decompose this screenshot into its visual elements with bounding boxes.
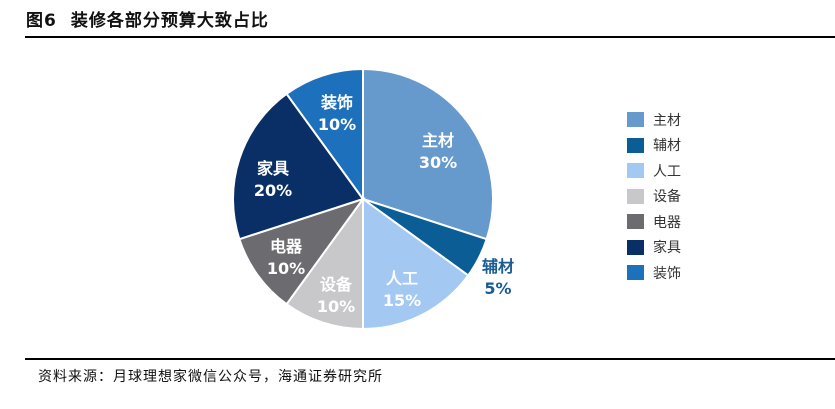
- slice-pct: 15%: [382, 291, 422, 310]
- slice-pct: 10%: [317, 115, 357, 134]
- slice-pct: 5%: [484, 279, 512, 298]
- legend-item: 人工: [627, 158, 681, 184]
- legend-item: 装饰: [627, 260, 681, 286]
- pie-slice-0: [362, 67, 494, 241]
- legend-label: 辅材: [653, 138, 681, 155]
- figure-title-text: 装修各部分预算大致占比: [70, 11, 269, 31]
- pie-slice-4: [238, 197, 366, 306]
- legend-swatch-icon: [627, 112, 644, 128]
- legend-swatch-icon: [627, 239, 644, 255]
- slice-name: 设备: [319, 275, 352, 294]
- legend-label: 设备: [653, 189, 681, 206]
- slice-name: 辅材: [481, 257, 514, 276]
- pie-slice-2: [362, 197, 470, 331]
- legend-swatch-icon: [627, 265, 644, 281]
- slice-label-equipment: 设备 10%: [306, 274, 366, 318]
- legend-item: 电器: [627, 209, 681, 235]
- slice-label-furniture: 家具 20%: [243, 158, 303, 202]
- slice-label-appliances: 电器 10%: [256, 236, 316, 280]
- slice-pct: 30%: [418, 153, 458, 172]
- legend-item: 辅材: [627, 133, 681, 159]
- legend-swatch-icon: [627, 163, 644, 179]
- slice-pct: 10%: [316, 297, 356, 316]
- pie-slice-6: [285, 67, 364, 203]
- slice-pct: 20%: [253, 181, 293, 200]
- slice-pct: 10%: [266, 259, 306, 278]
- legend-item: 家具: [627, 235, 681, 261]
- slice-name: 人工: [385, 269, 418, 288]
- source-note: 资料来源：月球理想家微信公众号，海通证券研究所: [38, 369, 383, 385]
- bottom-rule: [25, 358, 835, 360]
- slice-name: 电器: [269, 237, 302, 256]
- legend-label: 人工: [653, 163, 681, 180]
- pie-slice-3: [285, 195, 364, 331]
- slice-name: 主材: [421, 131, 454, 150]
- slice-label-decoration: 装饰 10%: [307, 92, 367, 136]
- top-rule: [25, 36, 835, 38]
- legend-label: 电器: [653, 214, 681, 231]
- legend-label: 装饰: [653, 265, 681, 282]
- figure-title: 图6 装修各部分预算大致占比: [26, 6, 269, 31]
- legend-label: 主材: [653, 112, 681, 129]
- legend-item: 主材: [627, 107, 681, 133]
- legend-item: 设备: [627, 184, 681, 210]
- slice-name: 家具: [256, 159, 289, 178]
- slice-label-aux-material: 辅材 5%: [475, 256, 521, 300]
- slice-name: 装饰: [320, 93, 353, 112]
- slice-label-main-material: 主材 30%: [408, 130, 468, 174]
- legend-swatch-icon: [627, 137, 644, 153]
- legend-swatch-icon: [627, 214, 644, 230]
- legend-swatch-icon: [627, 188, 644, 204]
- chart-legend: 主材 辅材 人工 设备 电器 家具 装饰: [627, 107, 681, 286]
- figure-number: 图6: [26, 11, 57, 31]
- pie-slice-5: [232, 92, 365, 241]
- legend-label: 家具: [653, 240, 681, 257]
- slice-label-labor: 人工 15%: [372, 268, 432, 312]
